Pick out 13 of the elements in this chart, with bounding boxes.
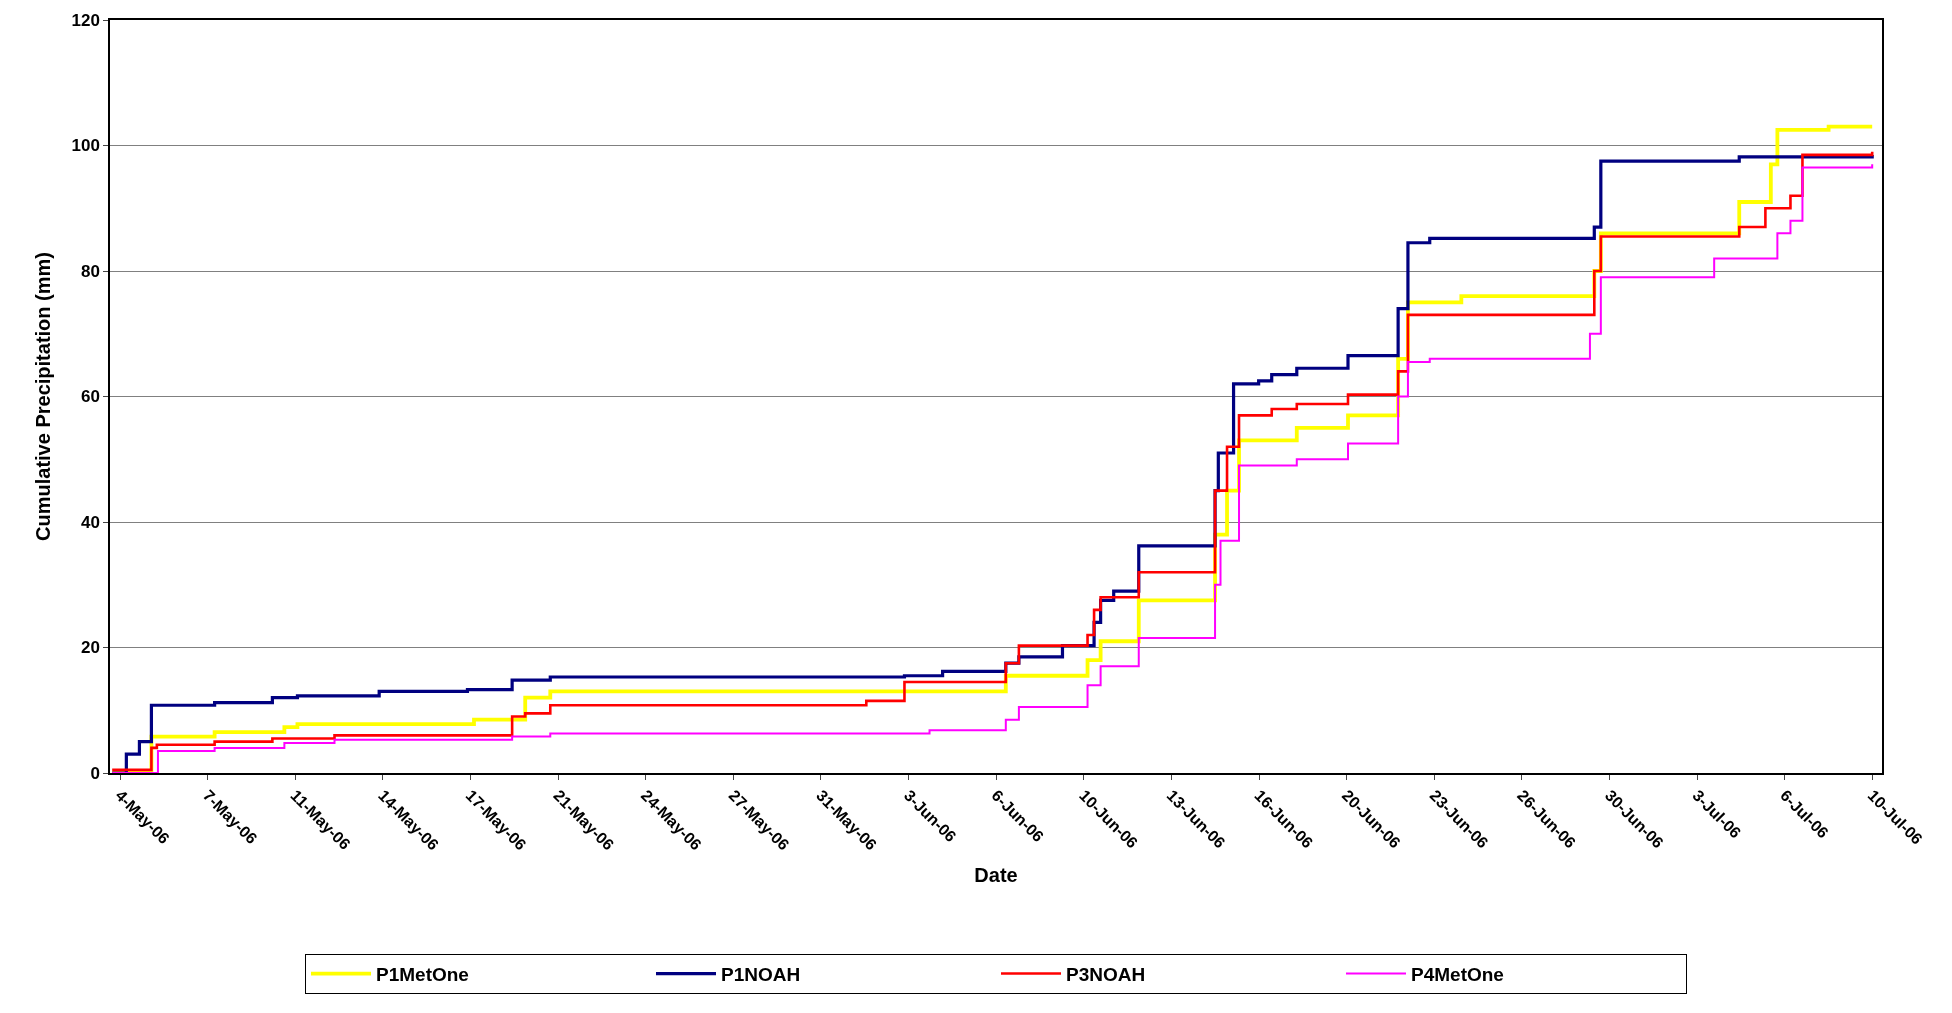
legend-label: P3NOAH [1066,963,1146,985]
y-tick-label: 20 [80,638,100,658]
y-tick-label: 80 [80,261,100,281]
y-tick-label: 120 [71,10,100,30]
legend-label: P1NOAH [721,963,801,985]
x-axis-title: Date [974,863,1018,886]
y-axis-title: Cumulative Precipitation (mm) [32,252,55,541]
legend-label: P1MetOne [376,963,469,985]
y-tick-label: 100 [71,136,100,156]
y-tick-label: 60 [80,387,100,407]
y-tick-label: 0 [90,763,100,783]
legend-label: P4MetOne [1411,963,1504,985]
y-tick-label: 40 [80,512,100,532]
